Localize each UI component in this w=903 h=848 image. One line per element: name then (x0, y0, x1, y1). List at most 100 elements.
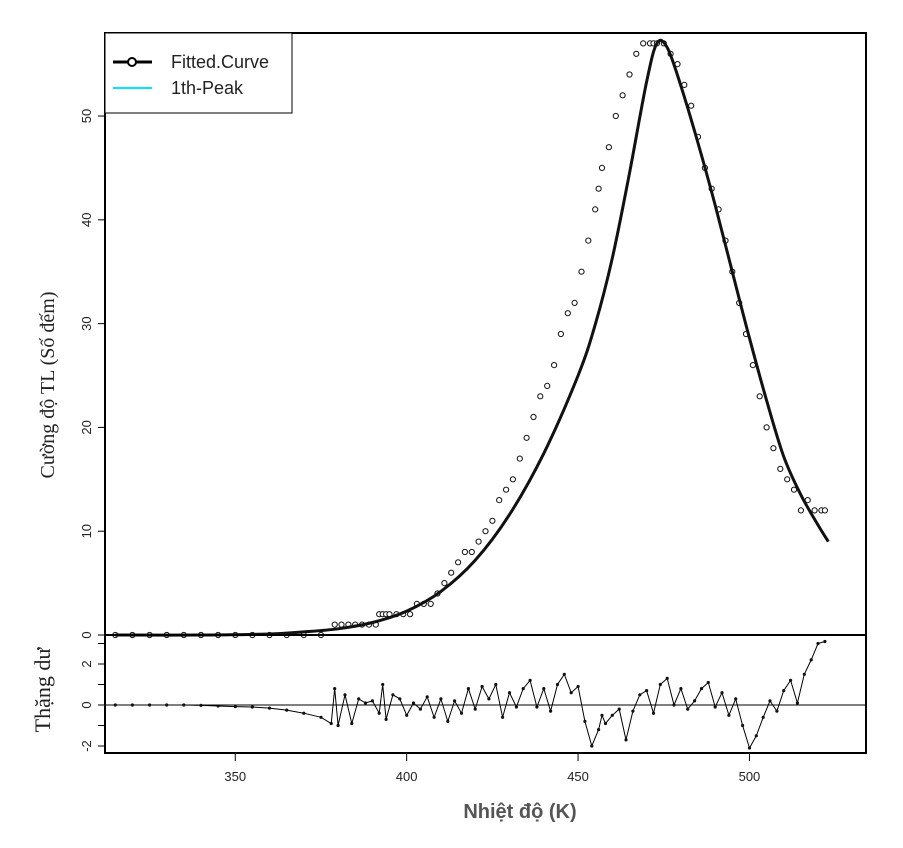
residual-point (631, 709, 635, 713)
residual-point (439, 697, 443, 701)
residual-point (391, 693, 395, 697)
residual-point (514, 705, 519, 709)
residual-point (672, 703, 676, 707)
residual-point (610, 713, 614, 717)
residual-point (336, 723, 340, 728)
residual-point (795, 701, 800, 705)
residual-point (473, 707, 477, 711)
residual-point (250, 705, 254, 709)
observed-point (537, 393, 544, 400)
residual-point (802, 672, 806, 676)
observed-point (821, 507, 829, 514)
y-tick-label: 20 (79, 420, 94, 434)
observed-point (516, 455, 523, 462)
residual-point (562, 672, 566, 676)
residual-point (411, 701, 416, 705)
legend-label-fitted-curve: Fitted.Curve (171, 52, 269, 72)
residual-point (446, 719, 450, 724)
observed-point (441, 580, 448, 587)
observed-point (564, 310, 571, 317)
residual-point (384, 717, 388, 722)
residual-point (233, 705, 237, 709)
residual-point (600, 713, 604, 717)
residual-point (113, 703, 117, 707)
residual-point (501, 715, 505, 719)
residual-point (761, 715, 765, 719)
residual-point (638, 693, 642, 697)
residual-point (617, 707, 621, 711)
residual-y-axis-label: Thặng dư (30, 647, 55, 733)
residual-point (381, 682, 385, 687)
x-tick-label: 500 (739, 769, 761, 784)
observed-point (585, 237, 592, 244)
observed-point (797, 507, 805, 514)
observed-point (407, 611, 414, 618)
x-axis-label: Nhiệt độ (K) (463, 801, 576, 823)
observed-point (489, 517, 496, 524)
residual-point (727, 713, 731, 717)
residual-point (590, 744, 594, 748)
observed-point (448, 569, 455, 576)
observed-point (461, 548, 468, 556)
residual-point (199, 703, 203, 708)
observed-point (578, 268, 585, 275)
residual-point (775, 709, 779, 713)
residual-point (658, 682, 662, 687)
residual-point (679, 687, 683, 691)
observed-point (592, 206, 599, 213)
residual-point (823, 639, 827, 644)
observed-point (509, 476, 517, 483)
observed-point (468, 548, 475, 556)
residual-point (165, 703, 169, 707)
residual-point (130, 703, 134, 707)
residual-point (398, 697, 402, 701)
observed-point (811, 507, 818, 514)
legend-box (104, 32, 293, 114)
residual-point (583, 719, 587, 724)
observed-point (688, 102, 695, 109)
residual-point (329, 721, 333, 726)
legend-entry-fitted-curve: Fitted.Curve (113, 52, 269, 72)
residual-point (425, 695, 429, 699)
residual-panel: -2 0 2 (79, 634, 867, 754)
fitted-curve-line (115, 38, 830, 637)
observed-point (756, 393, 763, 400)
observed-point (331, 621, 338, 628)
legend-entry-first-peak: 1th-Peak (113, 78, 244, 98)
observed-point (784, 476, 791, 483)
residual-point (343, 693, 347, 697)
residual-point (768, 699, 772, 703)
residual-point (216, 704, 220, 708)
observed-point (605, 144, 613, 151)
residual-point (487, 697, 491, 701)
residual-point (665, 676, 669, 681)
residual-point (494, 682, 498, 687)
residual-point (363, 701, 368, 705)
main-panel: 0 10 20 30 40 50 (79, 32, 867, 639)
residual-point (597, 728, 601, 732)
y-tick-label: 10 (79, 524, 94, 538)
observed-point (551, 362, 558, 369)
residual-point (459, 711, 464, 715)
observed-point (455, 559, 462, 566)
residual-point (521, 687, 525, 691)
residual-point (333, 687, 337, 691)
residual-point (576, 684, 580, 689)
residual-point (741, 723, 745, 728)
residual-y-tick-label: -2 (79, 740, 94, 752)
observed-point (770, 445, 777, 452)
x-axis: 350 400 450 500 (224, 753, 760, 784)
residual-point (713, 705, 717, 709)
y-tick-label: 0 (79, 631, 94, 638)
residual-point (645, 689, 649, 693)
y-tick-label: 50 (79, 109, 94, 123)
residual-point (507, 691, 512, 695)
observed-point (790, 486, 798, 493)
residual-point (182, 703, 186, 707)
residual-point (350, 721, 354, 726)
y-tick-label: 30 (79, 316, 94, 330)
residual-point (693, 699, 697, 703)
residual-point (377, 711, 381, 715)
residual-point (569, 691, 573, 695)
